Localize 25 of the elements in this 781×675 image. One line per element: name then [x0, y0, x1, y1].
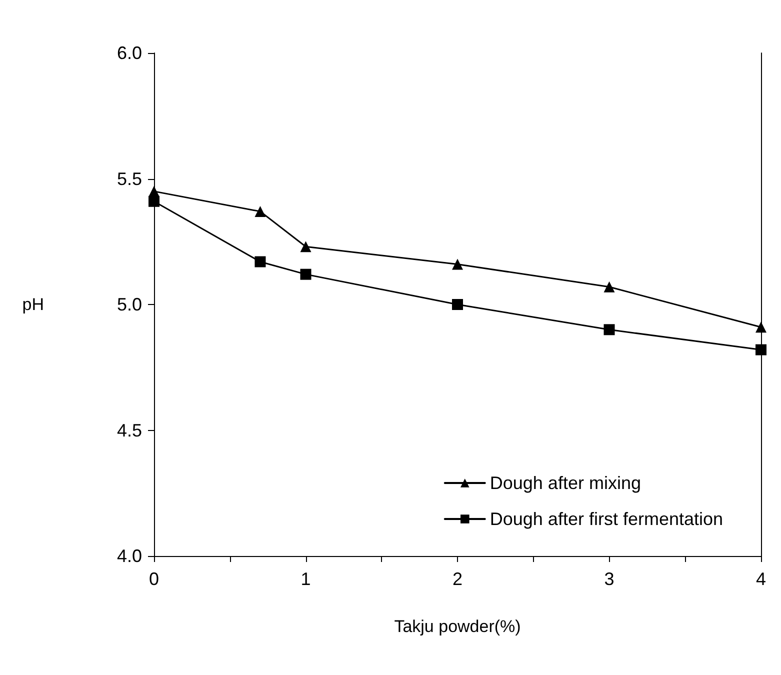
point — [756, 322, 766, 333]
x-tick-label: 1 — [300, 569, 311, 589]
point — [254, 256, 266, 268]
y-tick-label: 5.0 — [116, 294, 142, 314]
point — [756, 344, 766, 356]
legend-label: Dough after mixing — [490, 473, 641, 493]
y-tick-label: 5.5 — [116, 168, 142, 189]
y-tick-label: 4.5 — [116, 420, 142, 440]
y-axis-title: pH — [22, 295, 44, 314]
point — [300, 268, 312, 280]
x-tick-label: 2 — [452, 569, 463, 589]
y-tick-label: 6.0 — [116, 43, 142, 63]
point — [452, 299, 463, 310]
x-axis-title: Takju powder(%) — [394, 617, 521, 636]
point — [452, 258, 463, 270]
point — [254, 206, 266, 217]
point — [300, 241, 312, 252]
point — [148, 196, 160, 207]
point — [604, 324, 615, 336]
x-tick-label: 0 — [148, 569, 160, 589]
point — [604, 281, 615, 292]
x-tick-label: 4 — [756, 569, 766, 589]
y-tick-label: 4.0 — [116, 546, 142, 566]
x-tick-label: 3 — [604, 569, 614, 589]
legend-label: Dough after first fermentation — [490, 509, 724, 529]
